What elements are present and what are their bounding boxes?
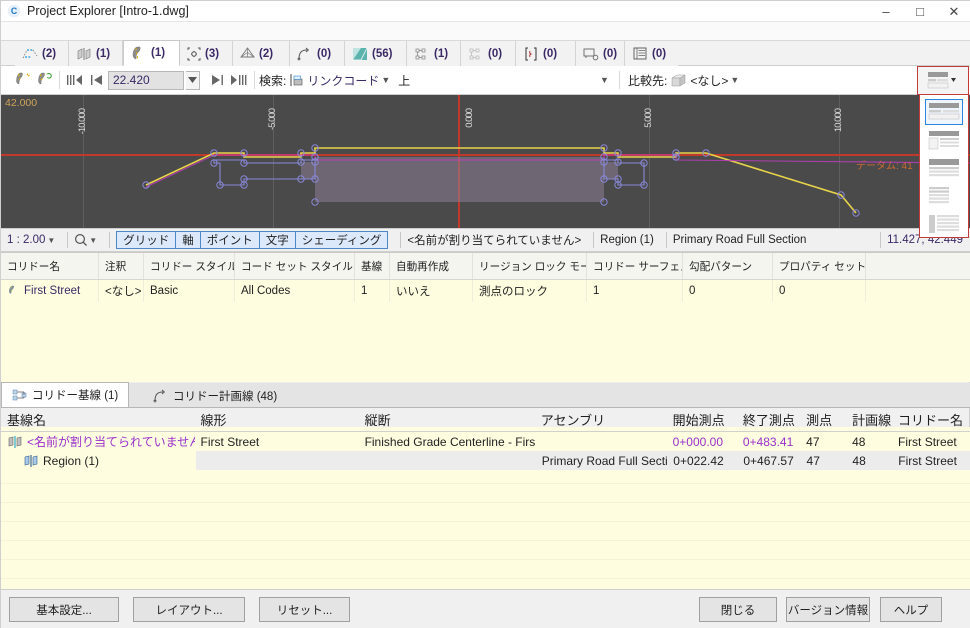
svg-text:C: C — [11, 6, 18, 16]
